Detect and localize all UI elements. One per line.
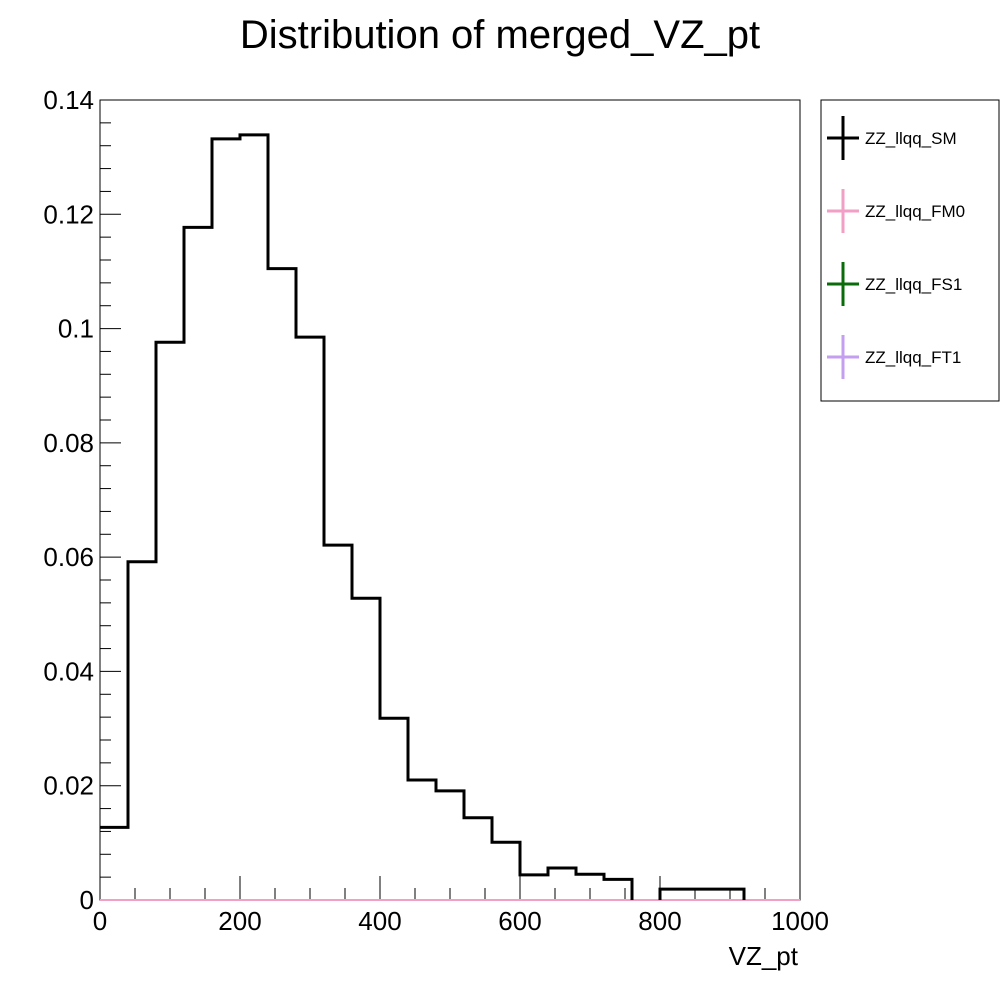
chart-title: Distribution of merged_VZ_pt — [240, 13, 760, 57]
y-tick-label: 0.02 — [43, 771, 94, 801]
y-tick-label: 0.12 — [43, 199, 94, 229]
legend-entry: ZZ_llqq_FS1 — [827, 262, 962, 306]
legend-label: ZZ_llqq_SM — [865, 129, 957, 148]
x-tick-label: 0 — [93, 906, 107, 936]
histogram-bin — [324, 545, 352, 900]
histogram-bin — [604, 879, 632, 900]
histogram-bin — [660, 889, 688, 900]
histogram-bin — [296, 337, 324, 900]
x-tick-label: 400 — [358, 906, 401, 936]
legend-entry: ZZ_llqq_FT1 — [827, 335, 961, 379]
histogram-bin — [156, 342, 184, 900]
histogram-bin — [352, 598, 380, 900]
x-axis: 0 200 400 600 800 1000 — [93, 876, 829, 936]
y-tick-label: 0.14 — [43, 85, 94, 115]
legend-label: ZZ_llqq_FM0 — [865, 202, 965, 221]
y-axis: 0 0.02 0.04 0.06 0.08 0.1 0.12 0.14 — [43, 85, 121, 915]
plot-area: 0 0.02 0.04 0.06 0.08 0.1 0.12 0.14 0 200 400 600 8… — [43, 85, 829, 936]
histogram-bin — [464, 818, 492, 900]
histogram-bin — [240, 135, 268, 900]
legend: ZZ_llqq_SM ZZ_llqq_FM0 ZZ_llqq_FS1 ZZ_llqq_… — [820, 99, 1000, 402]
legend-entry: ZZ_llqq_SM — [827, 116, 957, 160]
legend-box — [820, 99, 1000, 402]
y-tick-label: 0.06 — [43, 542, 94, 572]
histogram-bin — [212, 139, 240, 900]
series-layer — [100, 133, 800, 901]
x-tick-label: 1000 — [771, 906, 829, 936]
x-axis-label: VZ_pt — [729, 941, 799, 971]
histogram-bin — [436, 791, 464, 900]
histogram-bin — [520, 875, 548, 900]
y-tick-label: 0.04 — [43, 656, 94, 686]
x-tick-label: 800 — [638, 906, 681, 936]
y-tick-label: 0 — [80, 885, 94, 915]
series-ZZ_llqq_SM — [100, 133, 746, 900]
histogram-bin — [100, 827, 128, 900]
histogram-bin — [548, 868, 576, 900]
histogram-bin — [380, 718, 408, 900]
plot-frame — [99, 99, 801, 901]
histogram-bin — [576, 874, 604, 900]
histogram-bin — [408, 780, 436, 900]
histogram-bin — [128, 562, 156, 900]
histogram-bin — [688, 889, 716, 900]
x-tick-label: 200 — [218, 906, 261, 936]
histogram-bin — [492, 842, 520, 900]
legend-label: ZZ_llqq_FS1 — [865, 275, 962, 294]
y-tick-label: 0.1 — [58, 314, 94, 344]
histogram-steps — [100, 133, 746, 900]
legend-entry: ZZ_llqq_FM0 — [827, 189, 965, 233]
histogram-bin — [184, 227, 212, 900]
y-tick-label: 0.08 — [43, 428, 94, 458]
histogram-bin — [716, 889, 744, 900]
histogram-bin — [268, 269, 296, 900]
x-tick-label: 600 — [498, 906, 541, 936]
legend-label: ZZ_llqq_FT1 — [865, 348, 961, 367]
